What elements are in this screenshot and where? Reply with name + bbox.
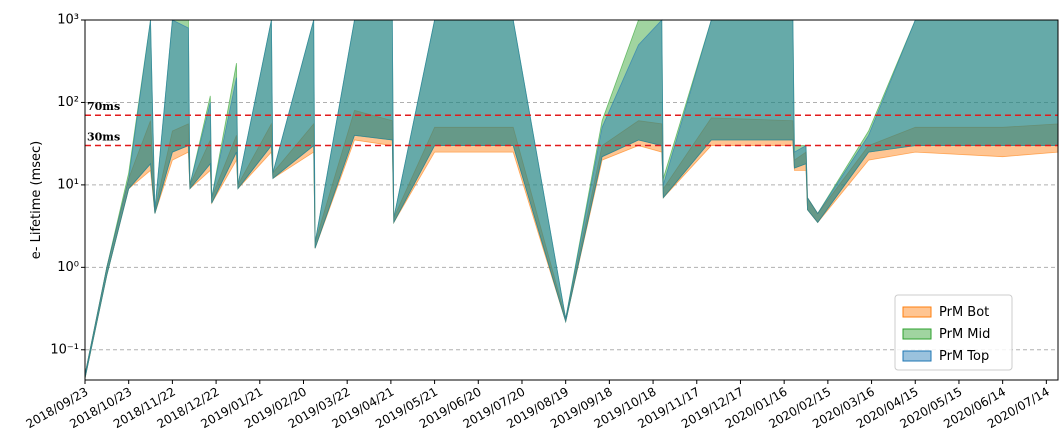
legend-swatch: [902, 350, 932, 362]
legend: PrM Bot PrM Mid PrM Top: [894, 294, 1013, 371]
plot-frame: [84, 19, 1059, 381]
y-tick-label: 10³: [57, 13, 79, 28]
legend-label: PrM Top: [939, 349, 989, 364]
legend-label: PrM Mid: [939, 327, 990, 342]
y-tick-label: 10²: [57, 95, 79, 110]
legend-swatch: [902, 306, 932, 318]
y-tick-label: 10⁻¹: [50, 342, 79, 357]
legend-label: PrM Bot: [939, 305, 989, 320]
legend-swatch: [902, 328, 932, 340]
y-tick-label: 10⁰: [57, 260, 79, 275]
reference-label: 30ms: [87, 131, 120, 144]
reference-label: 70ms: [87, 100, 120, 113]
y-tick-label: 10¹: [57, 177, 79, 192]
y-axis-label: e- Lifetime (msec): [29, 141, 44, 259]
